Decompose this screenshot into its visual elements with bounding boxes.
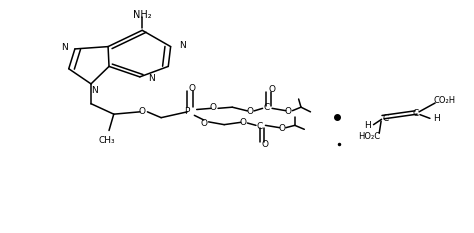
Text: N: N xyxy=(61,43,68,52)
Text: C: C xyxy=(256,122,263,130)
Text: N: N xyxy=(148,74,155,82)
Text: O: O xyxy=(240,118,246,127)
Text: HO₂C: HO₂C xyxy=(358,132,380,141)
Text: O: O xyxy=(139,107,146,116)
Text: NH₂: NH₂ xyxy=(133,10,152,20)
Text: O: O xyxy=(285,107,292,116)
Text: CH₃: CH₃ xyxy=(98,137,115,145)
Text: O: O xyxy=(269,85,275,94)
Text: O: O xyxy=(262,140,269,149)
Text: O: O xyxy=(189,84,195,93)
Text: O: O xyxy=(246,107,253,116)
Text: O: O xyxy=(279,124,285,133)
Text: CO₂H: CO₂H xyxy=(434,96,456,105)
Text: H: H xyxy=(433,114,439,123)
Text: O: O xyxy=(210,103,217,112)
Text: C: C xyxy=(383,114,389,123)
Text: H: H xyxy=(364,121,371,130)
Text: C: C xyxy=(412,109,419,118)
Text: O: O xyxy=(201,119,207,128)
Text: C: C xyxy=(263,103,270,112)
Text: N: N xyxy=(91,86,98,95)
Text: P: P xyxy=(184,107,190,116)
Text: N: N xyxy=(179,41,186,50)
